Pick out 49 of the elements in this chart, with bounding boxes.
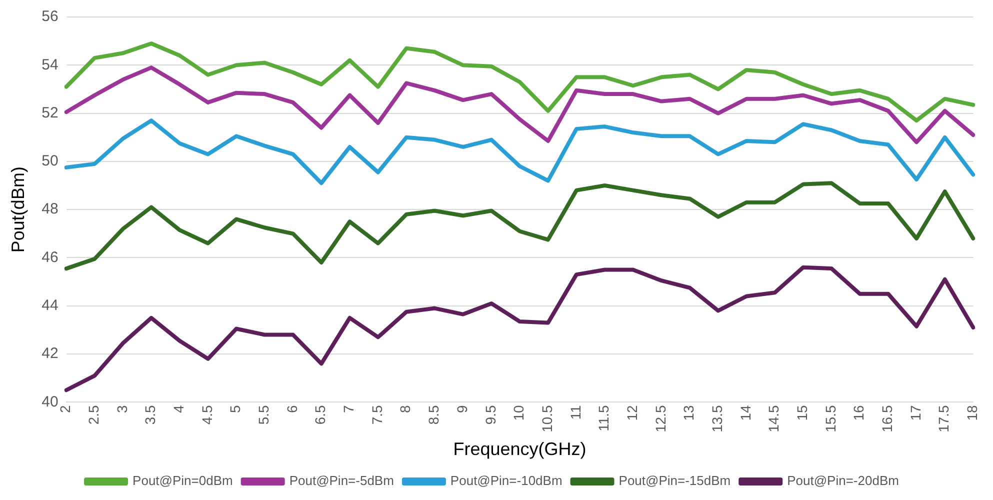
x-tick-label: 13 xyxy=(680,404,697,421)
legend-label: Pout@Pin=-15dBm xyxy=(618,473,731,488)
x-tick-label: 4.5 xyxy=(198,404,215,425)
x-tick-label: 17 xyxy=(907,404,924,421)
x-tick-label: 5.5 xyxy=(256,404,272,425)
x-tick-label: 13.5 xyxy=(708,404,725,432)
x-tick-label: 14 xyxy=(737,404,754,421)
x-tick-label: 10 xyxy=(510,404,527,421)
x-tick-label: 18 xyxy=(964,404,980,421)
x-tick-label: 15.5 xyxy=(822,404,838,432)
x-tick-label: 16 xyxy=(850,404,867,421)
x-tick-label: 14.5 xyxy=(766,404,782,432)
y-tick-label: 42 xyxy=(42,345,58,362)
x-tick-label: 11 xyxy=(567,404,584,420)
x-tick-label: 2 xyxy=(57,404,74,413)
x-tick-label: 7 xyxy=(340,404,357,413)
y-tick-label: 56 xyxy=(42,8,58,26)
legend-label: Pout@Pin=0dBm xyxy=(132,473,233,488)
x-tick-label: 16.5 xyxy=(879,404,896,432)
x-tick-label: 2.5 xyxy=(85,404,102,425)
x-tick-label: 17.5 xyxy=(936,404,952,432)
x-tick-label: 3.5 xyxy=(142,404,158,425)
x-tick-label: 8.5 xyxy=(426,404,442,425)
y-tick-label: 46 xyxy=(42,248,58,266)
x-tick-label: 7.5 xyxy=(368,404,385,425)
y-axis-title: Pout(dBm) xyxy=(8,166,28,253)
y-tick-label: 40 xyxy=(42,393,58,410)
y-tick-label: 50 xyxy=(42,152,58,170)
x-tick-label: 11.5 xyxy=(596,404,612,432)
y-tick-label: 48 xyxy=(42,200,58,218)
x-axis-title: Frequency(GHz) xyxy=(453,439,586,460)
x-tick-label: 9.5 xyxy=(482,404,498,425)
x-tick-label: 6 xyxy=(284,404,300,413)
x-tick-label: 6.5 xyxy=(312,404,328,425)
x-tick-label: 3 xyxy=(114,404,130,413)
y-tick-label: 44 xyxy=(42,297,58,314)
x-tick-label: 10.5 xyxy=(538,404,555,432)
x-tick-label: 12 xyxy=(624,404,640,421)
x-tick-label: 8 xyxy=(397,404,414,413)
x-tick-label: 12.5 xyxy=(652,404,668,432)
legend-label: Pout@Pin=-20dBm xyxy=(787,473,899,488)
legend-label: Pout@Pin=-10dBm xyxy=(450,473,562,488)
y-tick-label: 52 xyxy=(42,104,58,122)
x-tick-label: 4 xyxy=(170,404,187,413)
x-tick-label: 9 xyxy=(454,404,470,413)
x-tick-label: 5 xyxy=(227,404,244,413)
legend-label: Pout@Pin=-5dBm xyxy=(289,473,394,488)
y-tick-label: 54 xyxy=(42,56,58,74)
x-tick-label: 15 xyxy=(794,404,810,421)
